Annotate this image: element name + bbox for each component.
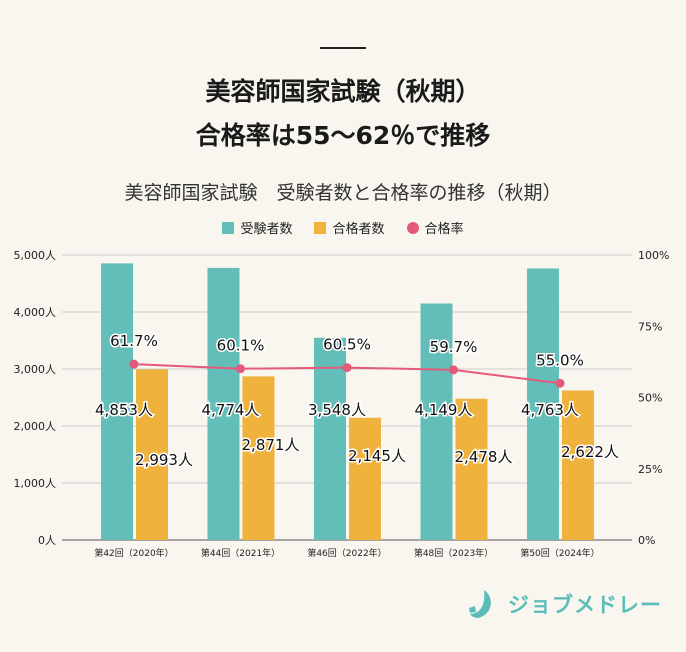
title-line-2: 合格率は55～62％で推移 [195,121,491,150]
title-line-1: 美容師国家試験（秋期） [205,77,481,106]
examinees-label: 4,853人 [95,401,153,419]
bar-passers [242,376,275,540]
passers-label: 2,622人 [561,443,619,461]
pass-rate-label: 61.7% [110,332,158,350]
legend-item-pass-rate: 合格率 [406,218,464,237]
examinees-label: 4,763人 [521,401,579,419]
bar-passers [562,390,594,540]
y-right-tick-label: 100% [638,249,669,262]
logo-text: ジョブメドレー [508,593,662,617]
pass-rate-label: 60.1% [217,337,265,355]
y-right-tick-label: 50% [638,392,662,405]
chart-plot: 0人 1,000人 2,000人 3,000人 4,000人 5,000人 0% 25% 50%… [14,249,670,559]
pass-rate-label: 59.7% [430,338,478,356]
bar-examinees [101,263,133,540]
legend-swatch [314,221,327,234]
passers-label: 2,871人 [242,436,300,454]
y-right-tick-label: 25% [638,463,662,476]
bar-examinees [527,268,559,540]
title-divider [320,47,366,49]
x-tick-label: 第44回（2021年） [201,547,280,559]
legend-label: 合格率 [424,222,464,237]
passers-label: 2,478人 [455,448,513,466]
y-left-tick-label: 3,000人 [14,363,57,376]
pass-rate-label: 55.0% [536,351,584,369]
pass-rate-point [129,359,139,369]
x-tick-label: 第48回（2023年） [414,547,493,559]
bar-passers [136,369,168,540]
examinees-label: 3,548人 [308,401,366,419]
y-left-tick-label: 2,000人 [14,420,57,433]
y-right-tick-label: 0% [638,534,655,547]
y-left-tick-label: 0人 [38,534,56,547]
examinees-label: 4,774人 [202,401,260,419]
pass-rate-point [236,364,245,374]
examinees-label: 4,149人 [415,401,473,419]
legend-item-examinees: 受験者数 [222,218,292,237]
chart-title: 美容師国家試験 受験者数と合格率の推移（秋期） [124,182,562,204]
bar-examinees [207,267,240,540]
legend-swatch [406,221,419,234]
logo-icon [469,590,491,618]
bar-examinees [420,303,453,540]
pass-rate-point [555,378,565,388]
legend-item-passers: 合格者数 [314,218,385,237]
y-left-tick-label: 4,000人 [14,306,57,319]
pass-rate-label: 60.5% [323,336,371,354]
legend: 受験者数 合格者数 合格率 [0,218,686,237]
bar-passers [455,398,488,540]
x-tick-label: 第42回（2020年） [94,547,173,559]
x-tick-label: 第50回（2024年） [520,547,599,559]
legend-label: 合格者数 [332,222,385,237]
y-left-tick-label: 5,000人 [14,249,57,262]
logo: ジョブメドレー [466,588,662,620]
x-tick-label: 第46回（2022年） [307,547,386,559]
passers-label: 2,993人 [135,451,193,469]
bar-examinees [314,337,346,540]
pass-rate-point [449,365,458,375]
passers-label: 2,145人 [348,447,406,465]
bar-passers [349,417,381,540]
y-right-tick-label: 75% [638,320,662,333]
legend-swatch [222,221,235,234]
y-left-tick-label: 1,000人 [14,477,57,490]
legend-label: 受験者数 [240,222,293,237]
pass-rate-point [342,363,352,373]
